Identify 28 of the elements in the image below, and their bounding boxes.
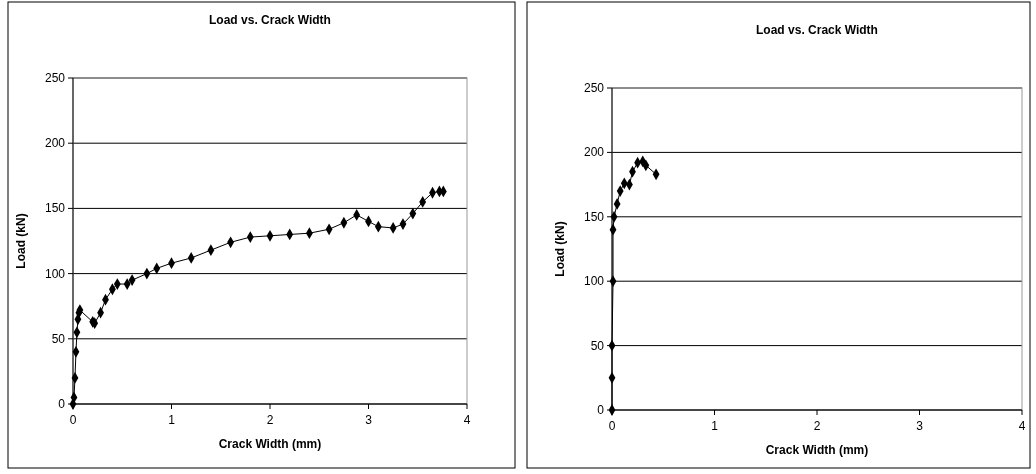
- y-tick-label: 150: [44, 201, 66, 216]
- x-axis-title: Crack Width (mm): [218, 437, 322, 451]
- chart-title: Load vs. Crack Width: [756, 23, 878, 37]
- y-axis-title: Load (kN): [553, 221, 567, 277]
- x-tick-label: 0: [608, 419, 616, 433]
- y-tick-label: 200: [583, 145, 605, 160]
- y-tick-label: 0: [597, 403, 605, 417]
- x-tick-label: 0: [69, 413, 77, 427]
- y-tick-label: 50: [51, 331, 66, 346]
- x-tick-label: 4: [1018, 419, 1026, 433]
- y-tick-label: 50: [590, 338, 605, 353]
- y-tick-label: 0: [58, 397, 66, 411]
- x-axis-title: Crack Width (mm): [765, 443, 869, 457]
- y-tick-label: 150: [583, 209, 605, 224]
- x-tick-label: 1: [168, 413, 176, 427]
- x-tick-label: 3: [916, 419, 924, 433]
- x-tick-label: 1: [711, 419, 719, 433]
- y-tick-label: 100: [583, 274, 605, 289]
- y-axis-title: Load (kN): [14, 213, 28, 269]
- chart-title: Load vs. Crack Width: [209, 13, 331, 27]
- y-tick-label: 250: [583, 81, 605, 95]
- y-tick-label: 100: [44, 266, 66, 281]
- x-tick-label: 2: [813, 419, 821, 433]
- x-tick-label: 2: [266, 413, 274, 427]
- x-tick-label: 3: [365, 413, 373, 427]
- y-tick-label: 250: [44, 71, 66, 85]
- y-tick-label: 200: [44, 136, 66, 151]
- x-tick-label: 4: [463, 413, 471, 427]
